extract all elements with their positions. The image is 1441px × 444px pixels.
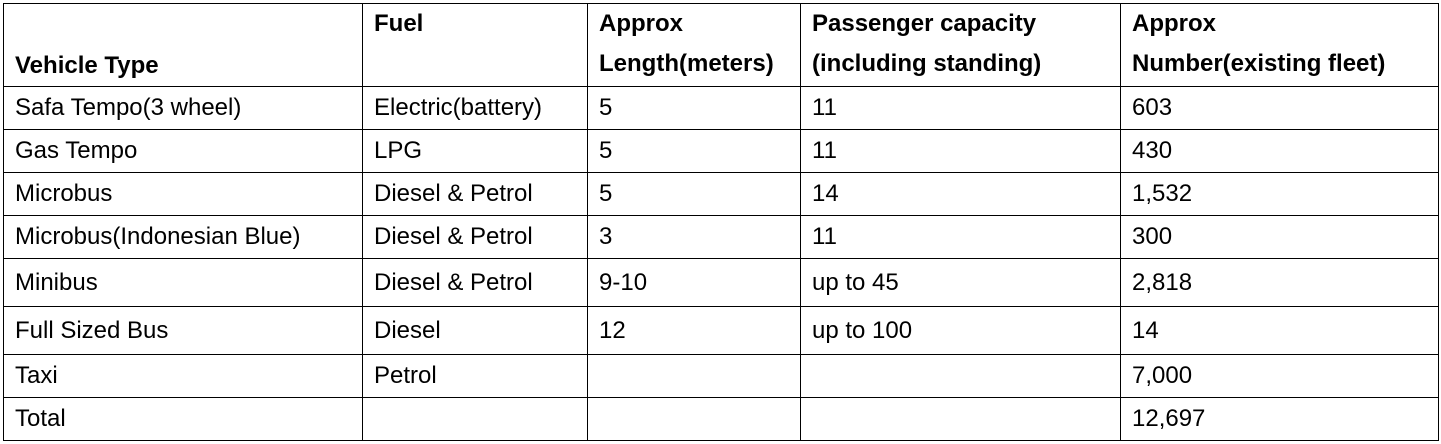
table-row: Total 12,697: [3, 397, 1439, 441]
cell-length: 5: [587, 129, 801, 173]
cell-number: 603: [1120, 86, 1439, 130]
table-row: Safa Tempo(3 wheel) Electric(battery) 5 …: [3, 86, 1439, 130]
cell-fuel: Electric(battery): [362, 86, 588, 130]
header-fuel: Fuel: [362, 3, 588, 87]
cell-capacity: up to 45: [800, 258, 1121, 307]
cell-fuel: Petrol: [362, 354, 588, 398]
table-row: Full Sized Bus Diesel 12 up to 100 14: [3, 306, 1439, 355]
cell-number: 7,000: [1120, 354, 1439, 398]
table-row: Microbus(Indonesian Blue) Diesel & Petro…: [3, 215, 1439, 259]
cell-vehicle-type: Total: [3, 397, 363, 441]
cell-capacity: [800, 397, 1121, 441]
cell-length: 5: [587, 86, 801, 130]
cell-fuel: LPG: [362, 129, 588, 173]
header-fleet-number: Approx Number(existing fleet): [1120, 3, 1439, 87]
cell-vehicle-type: Microbus: [3, 172, 363, 216]
cell-capacity: 11: [800, 215, 1121, 259]
cell-length: 5: [587, 172, 801, 216]
cell-vehicle-type: Full Sized Bus: [3, 306, 363, 355]
header-length: Approx Length(meters): [587, 3, 801, 87]
cell-number: 300: [1120, 215, 1439, 259]
cell-number: 12,697: [1120, 397, 1439, 441]
cell-capacity: 11: [800, 129, 1121, 173]
cell-fuel: [362, 397, 588, 441]
cell-length: 12: [587, 306, 801, 355]
cell-capacity: [800, 354, 1121, 398]
table-row: Taxi Petrol 7,000: [3, 354, 1439, 398]
cell-fuel: Diesel & Petrol: [362, 215, 588, 259]
table-row: Minibus Diesel & Petrol 9-10 up to 45 2,…: [3, 258, 1439, 307]
cell-capacity: 14: [800, 172, 1121, 216]
cell-fuel: Diesel & Petrol: [362, 258, 588, 307]
cell-vehicle-type: Taxi: [3, 354, 363, 398]
cell-vehicle-type: Microbus(Indonesian Blue): [3, 215, 363, 259]
cell-vehicle-type: Gas Tempo: [3, 129, 363, 173]
cell-vehicle-type: Safa Tempo(3 wheel): [3, 86, 363, 130]
header-vehicle-type: Vehicle Type: [3, 3, 363, 87]
cell-fuel: Diesel & Petrol: [362, 172, 588, 216]
header-passenger-capacity: Passenger capacity (including standing): [800, 3, 1121, 87]
cell-length: 9-10: [587, 258, 801, 307]
cell-length: [587, 397, 801, 441]
cell-number: 430: [1120, 129, 1439, 173]
cell-number: 1,532: [1120, 172, 1439, 216]
table-row: Gas Tempo LPG 5 11 430: [3, 129, 1439, 173]
cell-capacity: up to 100: [800, 306, 1121, 355]
vehicle-fleet-table: Vehicle Type Fuel Approx Length(meters) …: [3, 3, 1439, 441]
cell-number: 2,818: [1120, 258, 1439, 307]
header-row: Vehicle Type Fuel Approx Length(meters) …: [3, 3, 1439, 87]
cell-length: [587, 354, 801, 398]
cell-number: 14: [1120, 306, 1439, 355]
table-row: Microbus Diesel & Petrol 5 14 1,532: [3, 172, 1439, 216]
cell-fuel: Diesel: [362, 306, 588, 355]
cell-capacity: 11: [800, 86, 1121, 130]
cell-length: 3: [587, 215, 801, 259]
cell-vehicle-type: Minibus: [3, 258, 363, 307]
